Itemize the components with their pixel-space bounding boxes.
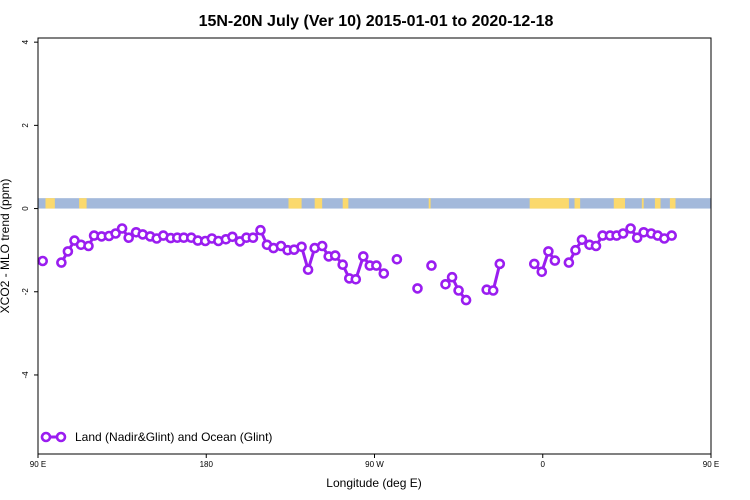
data-point-43 <box>337 259 349 271</box>
data-point-60 <box>453 285 464 296</box>
series-line-segment-7 <box>533 249 557 274</box>
data-point-31 <box>255 224 266 236</box>
x-tick-label-1: 180 <box>200 460 214 469</box>
x-tick-label-2: 90 W <box>365 460 384 469</box>
land-segment-4 <box>342 198 349 209</box>
data-point-58 <box>440 278 451 290</box>
data-point-73 <box>543 246 554 257</box>
x-axis: 90 E 180 90 W 0 90 E <box>30 454 719 469</box>
data-point-78 <box>576 234 588 246</box>
data-point-42 <box>329 250 341 261</box>
land-segment-5 <box>428 198 431 209</box>
land-segment-7 <box>574 198 581 209</box>
legend-marker-left <box>40 431 52 443</box>
data-point-85 <box>625 223 636 234</box>
data-point-72 <box>536 266 548 278</box>
data-point-37 <box>296 241 307 253</box>
land-segment-0 <box>45 198 55 209</box>
data-point-80 <box>590 240 602 252</box>
data-point-66 <box>494 258 506 270</box>
chart-title: 15N-20N July (Ver 10) 2015-01-01 to 2020… <box>199 13 554 30</box>
x-axis-label: Longitude (deg E) <box>326 476 421 490</box>
data-point-54 <box>412 283 423 294</box>
data-point-76 <box>563 257 575 268</box>
data-point-61 <box>460 294 472 306</box>
land-segment-8 <box>613 198 626 209</box>
data-point-45 <box>350 273 362 285</box>
y-tick-label-1: -2 <box>21 288 30 296</box>
plot-series <box>37 223 678 306</box>
land-segment-1 <box>79 198 87 209</box>
data-point-84 <box>617 228 629 239</box>
land-segment-9 <box>641 198 644 209</box>
data-point-74 <box>549 255 561 266</box>
y-tick-label-0: -4 <box>21 371 30 379</box>
data-point-77 <box>570 244 581 256</box>
x-tick-label-0: 90 E <box>30 460 46 469</box>
land-segment-10 <box>654 198 661 209</box>
data-point-10 <box>110 228 121 239</box>
legend: Land (Nadir&Glint) and Ocean (Glint) <box>40 430 272 444</box>
data-point-59 <box>446 271 458 283</box>
data-point-65 <box>487 285 499 296</box>
y-axis: -4 -2 0 2 4 <box>21 39 38 379</box>
land-segment-6 <box>529 198 569 209</box>
data-point-40 <box>316 240 328 252</box>
data-point-12 <box>123 232 134 243</box>
data-point-86 <box>631 232 643 243</box>
land-segment-11 <box>669 198 676 209</box>
data-point-46 <box>357 251 369 262</box>
y-tick-label-2: 0 <box>21 206 30 211</box>
data-point-2 <box>56 257 67 268</box>
legend-label: Land (Nadir&Glint) and Ocean (Glint) <box>75 430 272 444</box>
y-axis-label: XCO2 - MLO trend (ppm) <box>0 179 12 314</box>
plot-frame <box>37 37 712 455</box>
data-point-38 <box>302 264 314 276</box>
land-ocean-band <box>38 198 711 209</box>
data-point-6 <box>83 240 94 252</box>
land-segment-2 <box>288 198 302 209</box>
y-tick-label-3: 2 <box>21 123 30 128</box>
data-point-56 <box>426 260 437 271</box>
data-point-0 <box>37 255 49 267</box>
ocean-band <box>38 198 711 209</box>
data-point-30 <box>247 232 259 243</box>
data-point-27 <box>227 231 238 243</box>
x-tick-label-4: 90 E <box>703 460 719 469</box>
data-point-11 <box>116 223 128 234</box>
data-point-91 <box>666 230 678 241</box>
data-point-71 <box>528 258 540 270</box>
data-point-48 <box>371 260 382 271</box>
y-tick-label-4: 4 <box>21 39 30 44</box>
data-point-3 <box>62 246 74 257</box>
legend-marker-right <box>55 431 67 443</box>
data-point-51 <box>391 253 403 265</box>
x-tick-label-3: 0 <box>541 460 546 469</box>
land-segment-3 <box>314 198 323 209</box>
data-point-49 <box>378 268 390 279</box>
